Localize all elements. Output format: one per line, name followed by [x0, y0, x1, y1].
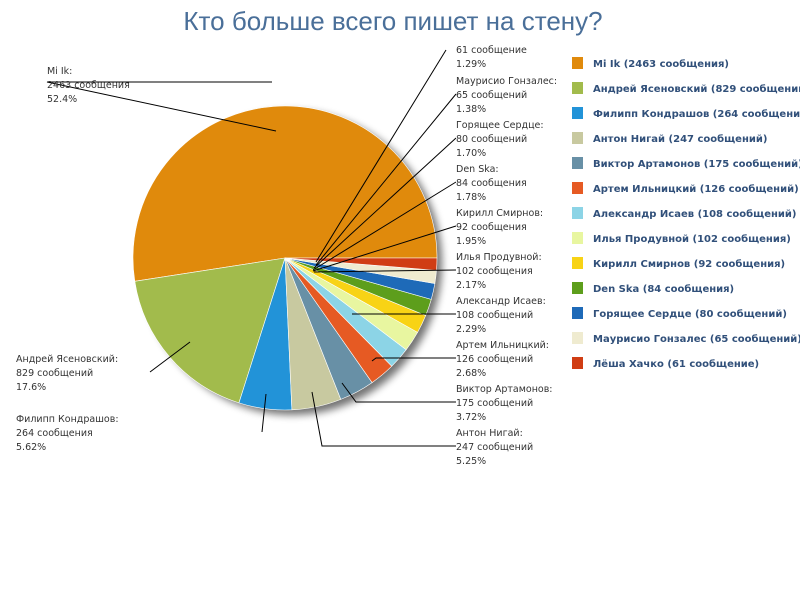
legend: Mi Ik (2463 сообщения) Андрей Ясеновский … [572, 57, 800, 370]
legend-swatch [572, 232, 583, 244]
legend-swatch [572, 357, 583, 369]
slice-label: 264 сообщения [16, 428, 93, 439]
legend-entry: Горящее Сердце (80 сообщений) [593, 308, 787, 320]
slice-label: 61 сообщение [456, 45, 527, 56]
legend-swatch [572, 182, 583, 194]
leader-line [313, 269, 457, 273]
legend-entry: Антон Нигай (247 сообщений) [593, 133, 767, 145]
pie-slice [132, 105, 438, 282]
slice-label: 1.70% [456, 148, 486, 159]
slice-label: Mi Ik: [47, 66, 72, 77]
legend-swatch [572, 282, 583, 294]
legend-swatch [572, 257, 583, 269]
slice-label: Горящее Сердце: [456, 120, 544, 131]
slice-label: Антон Нигай: [456, 428, 523, 439]
slice-label: Den Ska: [456, 164, 499, 175]
legend-swatch [572, 307, 583, 319]
slice-label: 247 сообщений [456, 442, 533, 453]
slice-label: 52.4% [47, 94, 77, 105]
leader-lines [46, 49, 457, 447]
slice-label: 126 сообщений [456, 354, 533, 365]
legend-swatch [572, 82, 583, 94]
slice-label: 108 сообщений [456, 310, 533, 321]
leader-line [313, 137, 457, 269]
slice-label: 92 сообщения [456, 222, 527, 233]
slice-label: Филипп Кондрашов: [16, 414, 119, 425]
leader-line [149, 341, 191, 373]
legend-swatch [572, 57, 583, 69]
leader-line [311, 391, 456, 447]
slice-label: 5.62% [16, 442, 46, 453]
legend-entry: Лёша Хачко (61 сообщение) [593, 358, 759, 370]
leader-line [46, 81, 277, 132]
slice-label: Артем Ильницкий: [456, 340, 549, 351]
leader-line [341, 382, 456, 403]
legend-swatch [572, 157, 583, 169]
slice-label: 84 сообщения [456, 178, 527, 189]
leader-line [312, 225, 457, 272]
slice-label: Илья Продувной: [456, 252, 542, 263]
slice-label: 65 сообщений [456, 90, 527, 101]
slice-label: Кирилл Смирнов: [456, 208, 543, 219]
slice-label: 2463 сообщения [47, 80, 130, 91]
legend-entry: Артем Ильницкий (126 сообщений) [593, 183, 799, 195]
slice-label: Андрей Ясеновский: [16, 354, 118, 365]
slice-label: 2.68% [456, 368, 486, 379]
legend-entry: Филипп Кондрашов (264 сообщения) [593, 108, 800, 120]
pie-slices [132, 105, 438, 411]
legend-entry: Илья Продувной (102 сообщения) [593, 233, 791, 245]
slice-label: 17.6% [16, 382, 46, 393]
slice-label: 80 сообщений [456, 134, 527, 145]
legend-swatch [572, 132, 583, 144]
slice-label: 1.29% [456, 59, 486, 70]
slice-label: Виктор Артамонов: [456, 384, 553, 395]
slice-label: 1.38% [456, 104, 486, 115]
slice-label: 5.25% [456, 456, 486, 467]
leader-line [371, 357, 456, 362]
legend-swatch [572, 107, 583, 119]
slice-label: Александр Исаев: [456, 296, 546, 307]
slice-label: 829 сообщений [16, 368, 93, 379]
slice-label: 1.78% [456, 192, 486, 203]
slice-label: 2.29% [456, 324, 486, 335]
legend-entry: Den Ska (84 сообщения) [593, 283, 734, 295]
legend-swatch [572, 207, 583, 219]
slice-label: 3.72% [456, 412, 486, 423]
slice-label: Маурисио Гонзалес: [456, 76, 557, 87]
leader-line [315, 49, 447, 263]
chart-title: Кто больше всего пишет на стену? [183, 6, 602, 36]
slice-label: 175 сообщений [456, 398, 533, 409]
legend-swatch [572, 332, 583, 344]
slice-label: 102 сообщения [456, 266, 533, 277]
slice-label: 1.95% [456, 236, 486, 247]
leader-line [315, 93, 457, 266]
leader-line [261, 393, 267, 433]
legend-entry: Андрей Ясеновский (829 сообщений) [593, 83, 800, 95]
legend-entry: Mi Ik (2463 сообщения) [593, 58, 729, 70]
legend-entry: Маурисио Гонзалес (65 сообщений) [593, 333, 800, 345]
legend-entry: Виктор Артамонов (175 сообщений) [593, 158, 800, 170]
legend-entry: Александр Исаев (108 сообщений) [593, 208, 796, 220]
slice-labels: Mi Ik: 2463 сообщения 52.4% Андрей Ясеновск… [16, 45, 557, 467]
leader-line [312, 181, 457, 271]
legend-entry: Кирилл Смирнов (92 сообщения) [593, 258, 785, 270]
slice-label: 2.17% [456, 280, 486, 291]
